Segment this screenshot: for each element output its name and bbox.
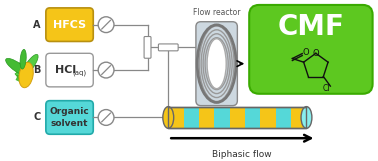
Bar [184, 107, 199, 128]
Circle shape [98, 62, 114, 78]
Bar [168, 107, 307, 128]
FancyBboxPatch shape [144, 37, 151, 58]
Circle shape [98, 17, 114, 33]
Text: O: O [303, 48, 310, 57]
Text: A: A [33, 20, 41, 30]
Text: Cl: Cl [323, 84, 330, 93]
Bar [245, 107, 260, 128]
Bar [214, 107, 230, 128]
Circle shape [98, 110, 114, 125]
Text: (aq): (aq) [72, 70, 87, 76]
Bar [260, 107, 276, 128]
Bar [199, 107, 214, 128]
Ellipse shape [20, 49, 26, 69]
Text: O: O [313, 49, 319, 58]
Text: HFCS: HFCS [53, 20, 86, 30]
Text: B: B [34, 65, 41, 75]
Text: CMF: CMF [277, 13, 344, 41]
Ellipse shape [19, 62, 33, 88]
FancyBboxPatch shape [46, 53, 93, 87]
Text: Organic
solvent: Organic solvent [50, 107, 90, 128]
FancyArrow shape [15, 69, 28, 83]
FancyBboxPatch shape [46, 101, 93, 134]
FancyBboxPatch shape [46, 8, 93, 42]
Bar [276, 107, 291, 128]
FancyBboxPatch shape [196, 22, 237, 106]
Ellipse shape [163, 107, 174, 128]
FancyArrow shape [14, 62, 26, 74]
FancyArrow shape [16, 67, 24, 75]
FancyBboxPatch shape [158, 44, 178, 51]
Ellipse shape [207, 39, 226, 89]
Ellipse shape [6, 58, 29, 76]
Text: Flow reactor: Flow reactor [193, 8, 240, 17]
FancyArrow shape [14, 68, 26, 80]
Text: HCl: HCl [55, 65, 76, 75]
FancyBboxPatch shape [249, 5, 373, 94]
Bar [230, 107, 245, 128]
Ellipse shape [301, 107, 312, 128]
Bar [168, 107, 184, 128]
Text: Biphasic flow: Biphasic flow [212, 150, 272, 159]
Text: C: C [34, 113, 41, 123]
Ellipse shape [22, 54, 38, 76]
Bar [291, 107, 307, 128]
